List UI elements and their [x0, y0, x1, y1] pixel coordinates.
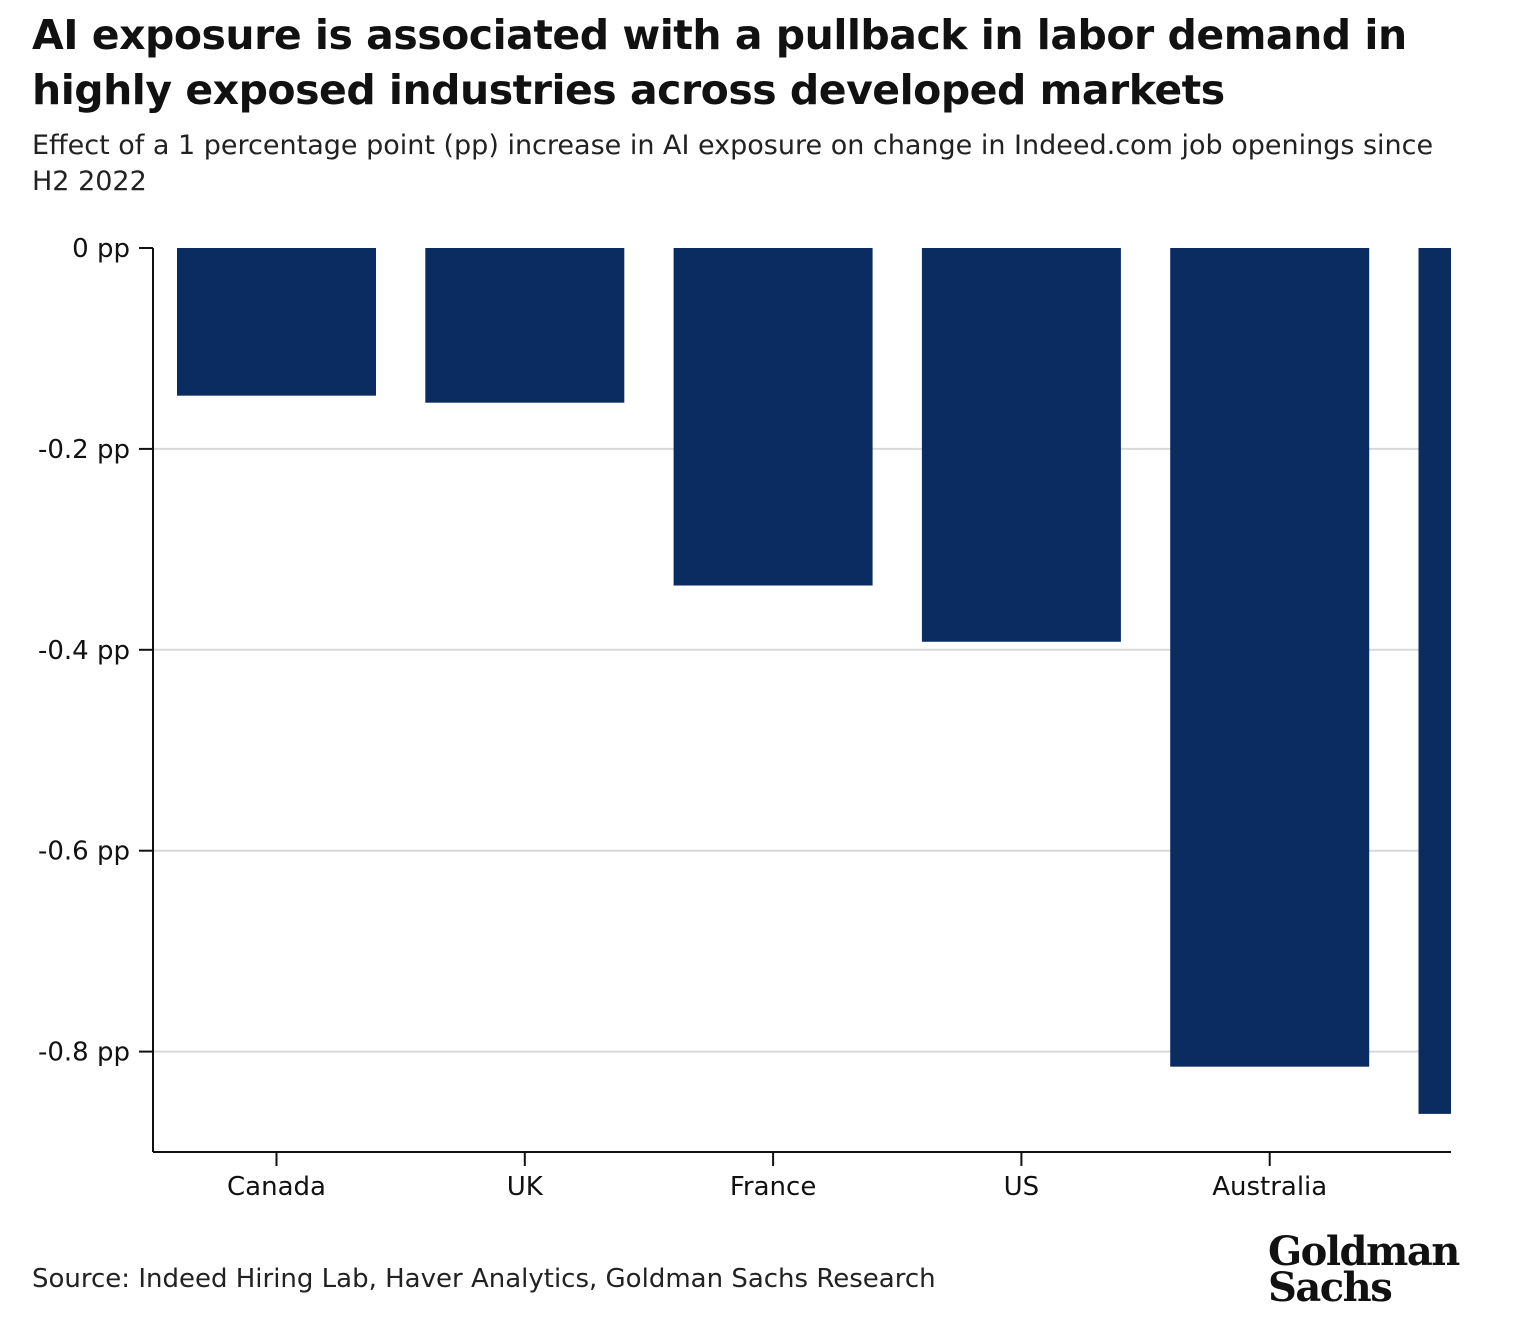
x-tick-label: UK: [507, 1172, 544, 1202]
y-tick-label: -0.8 pp: [38, 1038, 130, 1068]
x-tick-label: France: [730, 1172, 816, 1202]
x-tick-label: US: [1004, 1172, 1040, 1202]
chart-subtitle: Effect of a 1 percentage point (pp) incr…: [32, 130, 1434, 197]
x-tick-label: Australia: [1212, 1172, 1327, 1202]
bar: [921, 248, 1121, 642]
bar: [673, 248, 873, 586]
chart-title: AI exposure is associated with a pullbac…: [32, 11, 1407, 114]
goldman-sachs-logo: Goldman Sachs: [1268, 1228, 1460, 1311]
source-note: Source: Indeed Hiring Lab, Haver Analyti…: [32, 1264, 936, 1294]
logo-line-2: Sachs: [1268, 1264, 1393, 1311]
logo-line-1: Goldman: [1268, 1228, 1460, 1275]
y-tick-label: 0 pp: [72, 234, 130, 264]
y-tick-label: -0.6 pp: [38, 837, 130, 867]
bar: [1418, 248, 1451, 1114]
bar: [425, 248, 625, 403]
y-tick-label: -0.2 pp: [38, 435, 130, 465]
y-tick-label: -0.4 pp: [38, 636, 130, 666]
x-tick-label: Canada: [227, 1172, 326, 1202]
bars-group: [177, 248, 1451, 1114]
bar: [177, 248, 376, 396]
bar: [1170, 248, 1370, 1067]
